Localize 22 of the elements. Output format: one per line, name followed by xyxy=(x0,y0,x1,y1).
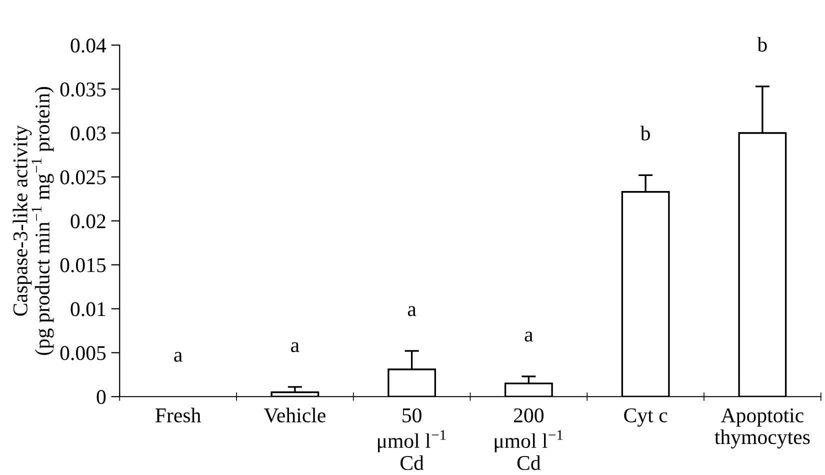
y-tick-label: 0.015 xyxy=(60,258,106,272)
category-label: 50 μmol l$^{−1}$ Cd xyxy=(378,408,446,470)
x-tick-label: Cyt c xyxy=(624,408,668,427)
annotation: a xyxy=(524,332,534,342)
annotation: b xyxy=(640,126,650,140)
x-tick-label: Fresh xyxy=(156,408,201,422)
category-label: 200 μmol l$^{−1}$ Cd xyxy=(494,408,563,470)
y-tick-label: 0.03 xyxy=(70,126,106,141)
annotation: a xyxy=(408,306,416,316)
y-tick-label: 0.01 xyxy=(70,302,106,316)
annotation: a xyxy=(174,352,182,362)
y-tick-label: 0.005 xyxy=(60,346,106,360)
annotation: a xyxy=(291,342,300,352)
annotation: b xyxy=(757,36,767,52)
y-tick-label: 0.04 xyxy=(70,38,106,53)
y-axis-title: Caspase-3-like activity (pg product min$^{−1}$ mg$^{−1}$ protein) xyxy=(12,86,54,355)
y-tick-label: 0.025 xyxy=(60,170,106,184)
x-tick-label: Apoptotic thymocytes xyxy=(714,408,810,448)
y-tick-label: 0 xyxy=(96,390,106,404)
y-tick-label: 0.035 xyxy=(60,82,106,97)
x-tick-label: Vehicle xyxy=(264,408,326,423)
y-tick-label: 0.02 xyxy=(70,214,106,228)
